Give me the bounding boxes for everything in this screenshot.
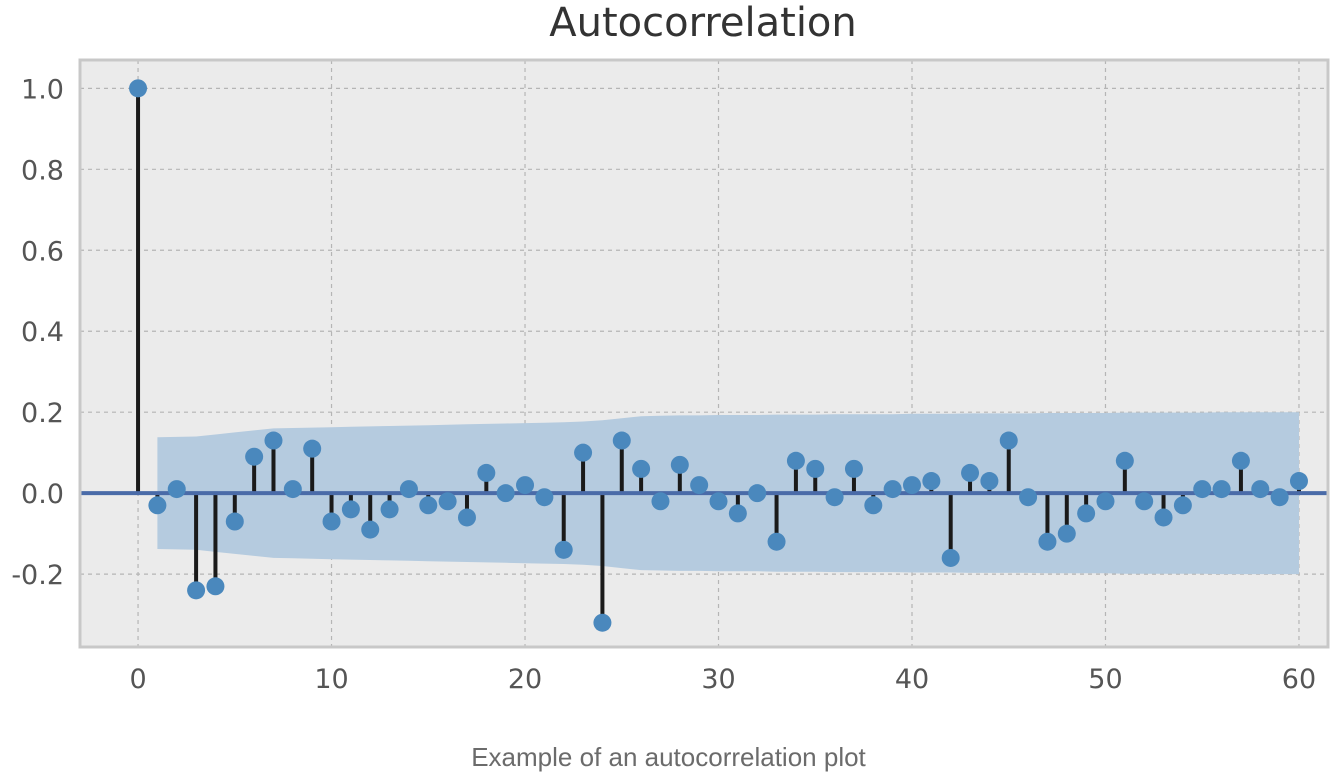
acf-point-lag-37	[844, 459, 863, 478]
acf-point-lag-52	[1135, 492, 1154, 511]
acf-point-lag-43	[961, 463, 980, 482]
acf-point-lag-44	[980, 472, 999, 491]
acf-point-lag-16	[438, 492, 457, 511]
figure-caption: Example of an autocorrelation plot	[471, 742, 866, 772]
chart-title: Autocorrelation	[549, 0, 857, 46]
acf-point-lag-58	[1251, 480, 1270, 499]
acf-point-lag-42	[941, 548, 960, 567]
acf-point-lag-23	[574, 443, 593, 462]
x-axis-ticks: 0 10 20 30 40 50 60	[129, 664, 1316, 695]
acf-point-lag-5	[225, 512, 244, 531]
acf-point-lag-9	[303, 439, 322, 458]
acf-point-lag-19	[496, 484, 515, 503]
acf-point-lag-51	[1115, 451, 1134, 470]
acf-point-lag-33	[767, 532, 786, 551]
y-tick-label: 0.8	[21, 155, 64, 186]
acf-point-lag-26	[632, 459, 651, 478]
x-tick-label: 60	[1282, 664, 1316, 695]
acf-point-lag-4	[206, 577, 225, 596]
acf-point-lag-6	[245, 447, 264, 466]
acf-point-lag-14	[399, 480, 418, 499]
acf-point-lag-46	[1019, 488, 1038, 507]
acf-point-lag-53	[1154, 508, 1173, 527]
acf-point-lag-8	[283, 480, 302, 499]
acf-point-lag-18	[477, 463, 496, 482]
acf-point-lag-13	[380, 500, 399, 519]
acf-point-lag-7	[264, 431, 283, 450]
acf-point-lag-34	[786, 451, 805, 470]
acf-point-lag-47	[1038, 532, 1057, 551]
acf-point-lag-48	[1057, 524, 1076, 543]
acf-point-lag-2	[167, 480, 186, 499]
acf-point-lag-45	[999, 431, 1018, 450]
acf-point-lag-54	[1173, 496, 1192, 515]
y-tick-label: -0.2	[11, 560, 64, 591]
plot-frame	[78, 58, 1330, 649]
y-tick-label: 1.0	[21, 74, 64, 105]
acf-point-lag-15	[419, 496, 438, 515]
acf-point-lag-20	[516, 476, 535, 495]
acf-point-lag-30	[709, 492, 728, 511]
acf-point-lag-28	[670, 455, 689, 474]
acf-point-lag-31	[728, 504, 747, 523]
acf-point-lag-1	[148, 496, 167, 515]
markers	[129, 79, 1308, 632]
acf-point-lag-60	[1289, 472, 1308, 491]
acf-point-lag-21	[535, 488, 554, 507]
acf-point-lag-50	[1096, 492, 1115, 511]
acf-point-lag-59	[1270, 488, 1289, 507]
autocorrelation-figure: Autocorrelation 0 10 20 30 40 50 60 -0.2 0.0 0.2…	[11, 0, 1330, 695]
acf-point-lag-17	[457, 508, 476, 527]
acf-point-lag-32	[748, 484, 767, 503]
acf-point-lag-41	[922, 472, 941, 491]
acf-point-lag-11	[341, 500, 360, 519]
acf-point-lag-24	[593, 613, 612, 632]
acf-point-lag-57	[1231, 451, 1250, 470]
acf-point-lag-36	[825, 488, 844, 507]
acf-point-lag-12	[361, 520, 380, 539]
acf-point-lag-10	[322, 512, 341, 531]
acf-point-lag-55	[1193, 480, 1212, 499]
acf-point-lag-29	[690, 476, 709, 495]
acf-point-lag-25	[612, 431, 631, 450]
acf-point-lag-3	[187, 581, 206, 600]
acf-point-lag-35	[806, 459, 825, 478]
y-tick-label: 0.6	[21, 236, 64, 267]
x-tick-label: 40	[895, 664, 929, 695]
acf-point-lag-38	[864, 496, 883, 515]
x-tick-label: 10	[314, 664, 348, 695]
x-tick-label: 20	[508, 664, 542, 695]
y-tick-label: 0.0	[21, 479, 64, 510]
x-tick-label: 0	[129, 664, 146, 695]
acf-point-lag-0	[129, 79, 148, 98]
acf-point-lag-22	[554, 540, 573, 559]
acf-point-lag-27	[651, 492, 670, 511]
acf-point-lag-40	[903, 476, 921, 495]
acf-point-lag-39	[883, 480, 902, 499]
acf-point-lag-49	[1077, 504, 1096, 523]
x-tick-label: 30	[701, 664, 735, 695]
x-tick-label: 50	[1088, 664, 1122, 695]
y-tick-label: 0.2	[21, 398, 64, 429]
y-axis-ticks: -0.2 0.0 0.2 0.4 0.6 0.8 1.0	[11, 74, 64, 591]
y-tick-label: 0.4	[21, 317, 64, 348]
acf-point-lag-56	[1212, 480, 1231, 499]
